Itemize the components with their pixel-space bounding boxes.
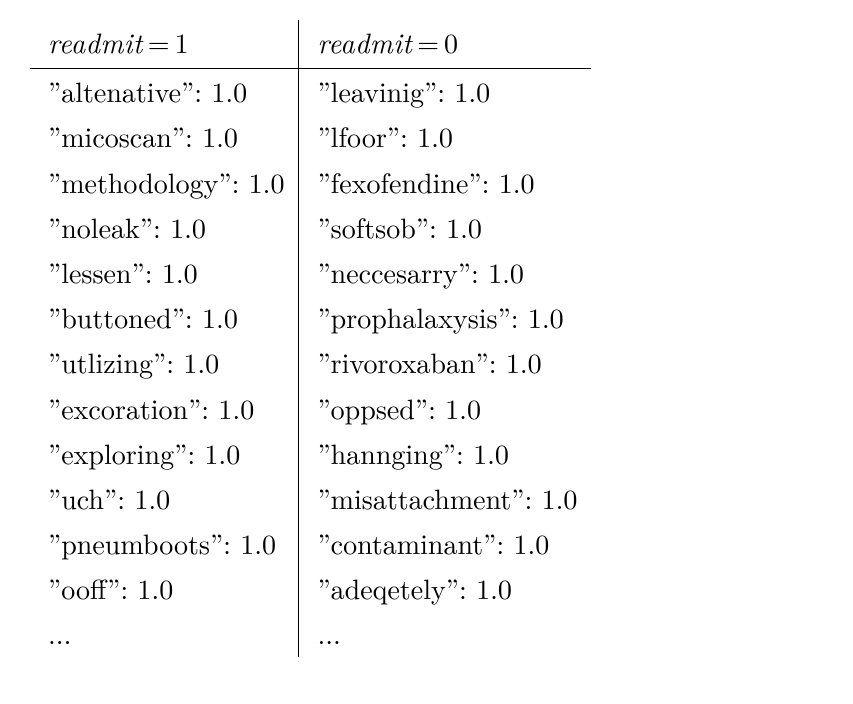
table-ellipsis-row: ...... xyxy=(30,611,591,656)
cell-left: ”methodology”: 1.0 xyxy=(30,160,299,205)
header-right: readmit=0 xyxy=(299,20,591,69)
cell-right: ”rivoroxaban”: 1.0 xyxy=(299,340,591,385)
table-row: ”pneumboots”: 1.0”contaminant”: 1.0 xyxy=(30,521,591,566)
cell-left: ”lessen”: 1.0 xyxy=(30,250,299,295)
cell-left: ”altenative”: 1.0 xyxy=(30,69,299,115)
table-row: ”altenative”: 1.0”leavinig”: 1.0 xyxy=(30,69,591,115)
table-row: ”lessen”: 1.0”neccesarry”: 1.0 xyxy=(30,250,591,295)
table-body: ”altenative”: 1.0”leavinig”: 1.0”micosca… xyxy=(30,69,591,657)
readmit-table: readmit=1 readmit=0 ”altenative”: 1.0”le… xyxy=(30,20,591,657)
cell-right: ”softsob”: 1.0 xyxy=(299,205,591,250)
table-row: ”methodology”: 1.0”fexofendine”: 1.0 xyxy=(30,160,591,205)
header-left-var: readmit xyxy=(48,22,143,62)
cell-left: ”utlizing”: 1.0 xyxy=(30,340,299,385)
cell-left: ”excoration”: 1.0 xyxy=(30,386,299,431)
cell-left: ”uch”: 1.0 xyxy=(30,476,299,521)
cell-right: ”lfoor”: 1.0 xyxy=(299,114,591,159)
table-row: ”excoration”: 1.0”oppsed”: 1.0 xyxy=(30,386,591,431)
header-right-var: readmit xyxy=(317,22,412,62)
table-row: ”utlizing”: 1.0”rivoroxaban”: 1.0 xyxy=(30,340,591,385)
cell-left: ”noleak”: 1.0 xyxy=(30,205,299,250)
table-row: ”buttoned”: 1.0”prophalaxysis”: 1.0 xyxy=(30,295,591,340)
cell-left: ”buttoned”: 1.0 xyxy=(30,295,299,340)
cell-right-ellipsis: ... xyxy=(299,611,591,656)
cell-right: ”adeqetely”: 1.0 xyxy=(299,566,591,611)
cell-right: ”prophalaxysis”: 1.0 xyxy=(299,295,591,340)
header-right-val: 0 xyxy=(444,22,458,62)
cell-left: ”exploring”: 1.0 xyxy=(30,431,299,476)
header-left-val: 1 xyxy=(175,22,189,62)
table-row: ”uch”: 1.0”misattachment”: 1.0 xyxy=(30,476,591,521)
cell-right: ”misattachment”: 1.0 xyxy=(299,476,591,521)
header-left-eq: = xyxy=(143,22,175,62)
cell-right: ”fexofendine”: 1.0 xyxy=(299,160,591,205)
header-left: readmit=1 xyxy=(30,20,299,69)
cell-right: ”contaminant”: 1.0 xyxy=(299,521,591,566)
header-right-eq: = xyxy=(412,22,444,62)
cell-left-ellipsis: ... xyxy=(30,611,299,656)
cell-left: ”pneumboots”: 1.0 xyxy=(30,521,299,566)
cell-right: ”hannging”: 1.0 xyxy=(299,431,591,476)
cell-right: ”neccesarry”: 1.0 xyxy=(299,250,591,295)
table-row: ”exploring”: 1.0”hannging”: 1.0 xyxy=(30,431,591,476)
table-row: ”ooff”: 1.0”adeqetely”: 1.0 xyxy=(30,566,591,611)
table-row: ”micoscan”: 1.0”lfoor”: 1.0 xyxy=(30,114,591,159)
table-row: ”noleak”: 1.0”softsob”: 1.0 xyxy=(30,205,591,250)
cell-right: ”leavinig”: 1.0 xyxy=(299,69,591,115)
cell-left: ”ooff”: 1.0 xyxy=(30,566,299,611)
cell-right: ”oppsed”: 1.0 xyxy=(299,386,591,431)
cell-left: ”micoscan”: 1.0 xyxy=(30,114,299,159)
table-header-row: readmit=1 readmit=0 xyxy=(30,20,591,69)
